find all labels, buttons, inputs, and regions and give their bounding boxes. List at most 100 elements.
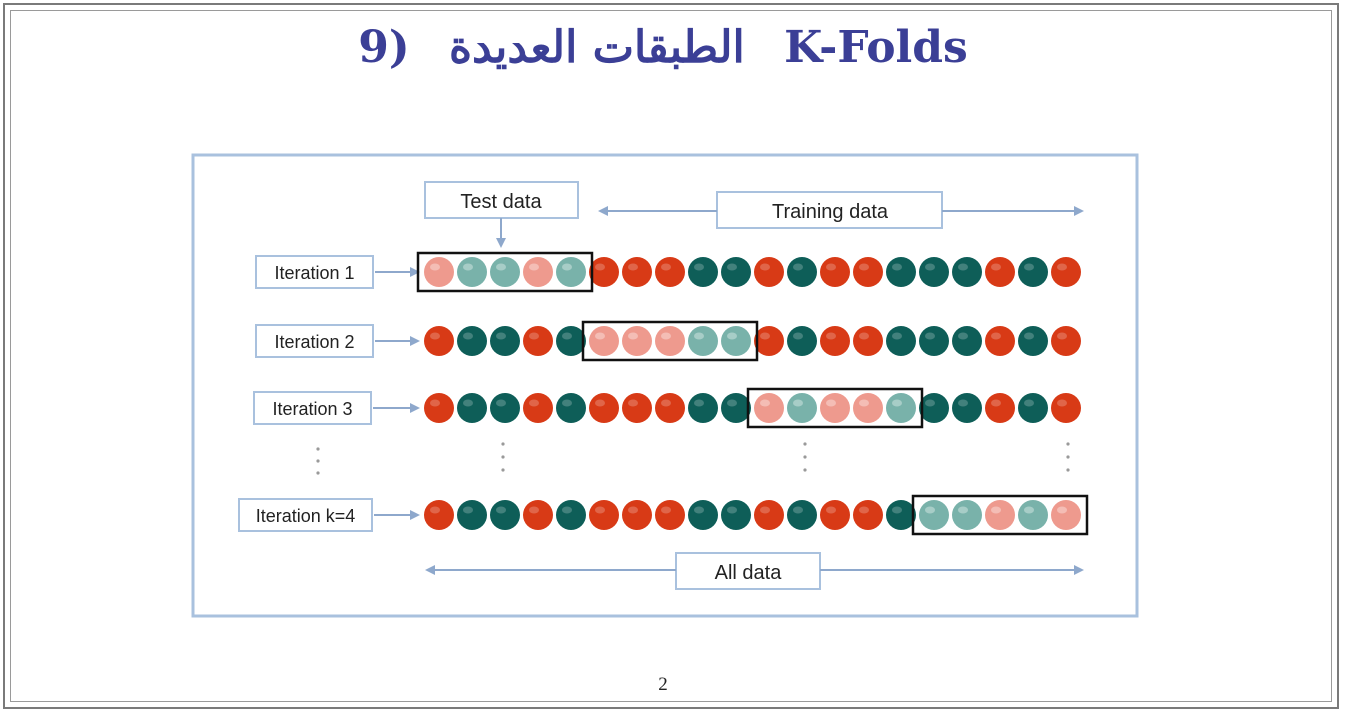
ball-highlight	[529, 506, 539, 514]
ball-highlight	[793, 399, 803, 407]
ball-highlight	[892, 506, 902, 514]
ball-highlight	[661, 332, 671, 340]
ball-highlight	[562, 506, 572, 514]
ball-highlight	[991, 263, 1001, 271]
training-data-ball	[787, 500, 817, 530]
slide-title-number: 9)	[358, 22, 410, 73]
ball-highlight	[859, 506, 869, 514]
ball-highlight	[958, 506, 968, 514]
training-data-ball	[787, 326, 817, 356]
iteration-label: Iteration 2	[274, 332, 354, 352]
training-data-ball	[589, 500, 619, 530]
ball-highlight	[760, 332, 770, 340]
ball-highlight	[826, 399, 836, 407]
training-data-ball	[457, 326, 487, 356]
ball-highlight	[661, 506, 671, 514]
training-data-ball	[754, 257, 784, 287]
ball-highlight	[859, 263, 869, 271]
ball-highlight	[925, 332, 935, 340]
ellipsis-dots	[316, 442, 1070, 475]
ball-highlight	[628, 506, 638, 514]
ball-highlight	[826, 506, 836, 514]
ball-highlight	[628, 263, 638, 271]
ball-highlight	[562, 332, 572, 340]
training-data-ball	[886, 500, 916, 530]
test-data-ball	[523, 257, 553, 287]
training-data-ball	[589, 257, 619, 287]
iteration-label: Iteration 1	[274, 263, 354, 283]
training-data-ball	[655, 257, 685, 287]
training-data-ball	[523, 500, 553, 530]
training-data-ball	[490, 500, 520, 530]
ball-highlight	[694, 399, 704, 407]
training-data-ball	[457, 500, 487, 530]
ball-highlight	[991, 332, 1001, 340]
training-data-ball	[688, 393, 718, 423]
training-data-ball	[952, 326, 982, 356]
test-fold-box	[581, 320, 759, 362]
test-data-ball	[490, 257, 520, 287]
test-data-label: Test data	[460, 191, 542, 213]
ball-highlight	[826, 332, 836, 340]
ball-highlight	[496, 332, 506, 340]
iteration-label: Iteration 3	[272, 399, 352, 419]
ball-highlight	[1024, 506, 1034, 514]
ball-highlight	[925, 506, 935, 514]
ball-highlight	[925, 263, 935, 271]
ball-highlight	[529, 399, 539, 407]
ball-highlight	[892, 263, 902, 271]
ball-highlight	[1057, 263, 1067, 271]
ball-highlight	[595, 263, 605, 271]
slide-title-arabic: الطبقات العديدة	[448, 22, 745, 73]
iteration-row: Iteration 1	[255, 251, 1081, 293]
training-data-ball	[523, 393, 553, 423]
ball-highlight	[859, 332, 869, 340]
ball-highlight	[793, 332, 803, 340]
training-data-ball	[787, 257, 817, 287]
training-data-ball	[919, 326, 949, 356]
slide-title: 9) الطبقات العديدة K-Folds	[0, 22, 1326, 73]
training-data-ball	[1018, 326, 1048, 356]
training-data-ball	[985, 393, 1015, 423]
ball-highlight	[595, 332, 605, 340]
test-data-ball	[1051, 500, 1081, 530]
training-data-ball	[457, 393, 487, 423]
ball-highlight	[661, 263, 671, 271]
training-data-ball	[424, 500, 454, 530]
ball-highlight	[958, 399, 968, 407]
training-data-ball	[622, 393, 652, 423]
ball-highlight	[463, 399, 473, 407]
iteration-rows: Iteration 1 Iteration 2 Iteration 3 Iterati…	[238, 251, 1089, 536]
ball-highlight	[760, 399, 770, 407]
all-data-label: All data	[715, 562, 783, 584]
ball-highlight	[529, 263, 539, 271]
training-data-ball	[952, 393, 982, 423]
ball-highlight	[463, 506, 473, 514]
ball-highlight	[628, 399, 638, 407]
ball-highlight	[892, 332, 902, 340]
training-data-ball	[424, 326, 454, 356]
training-data-ball	[622, 500, 652, 530]
training-data-ball	[688, 500, 718, 530]
training-data-ball	[1051, 326, 1081, 356]
ball-highlight	[694, 332, 704, 340]
ball-highlight	[727, 506, 737, 514]
test-data-ball	[589, 326, 619, 356]
ball-highlight	[430, 332, 440, 340]
training-data-ball	[688, 257, 718, 287]
training-data-ball	[424, 393, 454, 423]
training-data-ball	[655, 393, 685, 423]
test-data-ball	[820, 393, 850, 423]
training-data-ball	[490, 326, 520, 356]
ball-highlight	[496, 506, 506, 514]
ball-highlight	[991, 399, 1001, 407]
test-data-ball	[919, 500, 949, 530]
diagram-border	[191, 153, 1139, 618]
ball-highlight	[958, 332, 968, 340]
training-data-ball	[919, 393, 949, 423]
iteration-label-box	[238, 498, 373, 532]
ball-highlight	[430, 506, 440, 514]
ball-highlight	[463, 263, 473, 271]
ball-highlight	[1057, 399, 1067, 407]
ball-highlight	[595, 399, 605, 407]
